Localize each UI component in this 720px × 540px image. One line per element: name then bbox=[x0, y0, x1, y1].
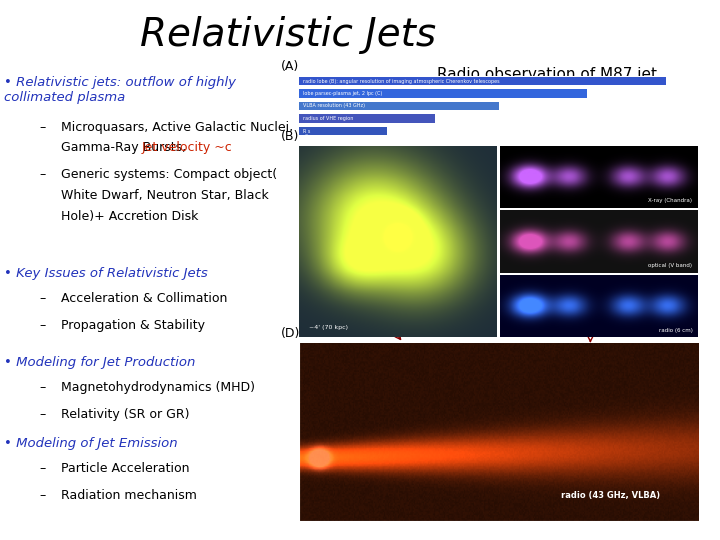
Text: –: – bbox=[40, 168, 46, 181]
Text: –: – bbox=[40, 319, 46, 332]
Text: Hole)+ Accretion Disk: Hole)+ Accretion Disk bbox=[61, 210, 199, 222]
Text: R_s: R_s bbox=[303, 128, 311, 134]
Bar bbox=[299, 102, 498, 110]
Text: (A): (A) bbox=[281, 60, 299, 73]
Text: –: – bbox=[40, 462, 46, 475]
Text: radio lobe (B): angular resolution of imaging atmospheric Cherenkov telescopes: radio lobe (B): angular resolution of im… bbox=[303, 78, 500, 84]
Text: Radiation mechanism: Radiation mechanism bbox=[61, 489, 197, 502]
Text: Relativistic Jets: Relativistic Jets bbox=[140, 16, 436, 54]
Text: length scale [cm]: length scale [cm] bbox=[556, 158, 617, 165]
Text: X-ray (Chandra): X-ray (Chandra) bbox=[649, 198, 693, 203]
Text: lobe parsec-plasma jet, 2 lpc (C): lobe parsec-plasma jet, 2 lpc (C) bbox=[303, 91, 382, 96]
Text: –: – bbox=[40, 489, 46, 502]
Text: • Modeling for Jet Production: • Modeling for Jet Production bbox=[4, 356, 195, 369]
Text: Radio observation of M87 jet: Radio observation of M87 jet bbox=[437, 68, 657, 83]
Text: radio (6 cm): radio (6 cm) bbox=[659, 327, 693, 333]
Text: Propagation & Stability: Propagation & Stability bbox=[61, 319, 205, 332]
Text: White Dwarf, Neutron Star, Black: White Dwarf, Neutron Star, Black bbox=[61, 189, 269, 202]
Text: Magnetohydrodynamics (MHD): Magnetohydrodynamics (MHD) bbox=[61, 381, 255, 394]
Text: radio (43 GHz, VLBA): radio (43 GHz, VLBA) bbox=[561, 491, 660, 500]
Text: Gamma-Ray Bursts,: Gamma-Ray Bursts, bbox=[61, 141, 190, 154]
Bar bbox=[299, 89, 587, 98]
Bar bbox=[299, 114, 435, 123]
Text: 10²⁴: 10²⁴ bbox=[671, 158, 683, 163]
Bar bbox=[299, 126, 387, 136]
Bar bbox=[299, 77, 667, 85]
Text: Acceleration & Collimation: Acceleration & Collimation bbox=[61, 292, 228, 305]
Text: ~4' (70 kpc): ~4' (70 kpc) bbox=[309, 325, 348, 330]
Text: –: – bbox=[40, 408, 46, 421]
Text: Jet velocity ~c: Jet velocity ~c bbox=[142, 141, 233, 154]
Y-axis label: Dec Offset (mas): Dec Offset (mas) bbox=[275, 406, 280, 458]
Text: • Relativistic jets: outflow of highly
collimated plasma: • Relativistic jets: outflow of highly c… bbox=[4, 76, 235, 104]
Text: (D): (D) bbox=[281, 327, 300, 340]
Text: (C): (C) bbox=[508, 148, 526, 161]
Text: VLBA resolution (43 GHz): VLBA resolution (43 GHz) bbox=[303, 104, 365, 109]
Text: radius of VHE region: radius of VHE region bbox=[303, 116, 354, 121]
Text: optical (V band): optical (V band) bbox=[649, 263, 693, 268]
Text: –: – bbox=[40, 292, 46, 305]
Text: Generic systems: Compact object(: Generic systems: Compact object( bbox=[61, 168, 277, 181]
Text: (B): (B) bbox=[281, 130, 300, 143]
Text: • Modeling of Jet Emission: • Modeling of Jet Emission bbox=[4, 437, 177, 450]
Text: Particle Acceleration: Particle Acceleration bbox=[61, 462, 189, 475]
Text: –: – bbox=[40, 121, 46, 134]
Text: –: – bbox=[40, 381, 46, 394]
Text: Microquasars, Active Galactic Nuclei,: Microquasars, Active Galactic Nuclei, bbox=[61, 121, 293, 134]
X-axis label: RA Offset (mas): RA Offset (mas) bbox=[474, 539, 523, 540]
Text: Relativity (SR or GR): Relativity (SR or GR) bbox=[61, 408, 189, 421]
Text: 10⁻⁵: 10⁻⁵ bbox=[299, 158, 311, 163]
Text: • Key Issues of Relativistic Jets: • Key Issues of Relativistic Jets bbox=[4, 267, 207, 280]
